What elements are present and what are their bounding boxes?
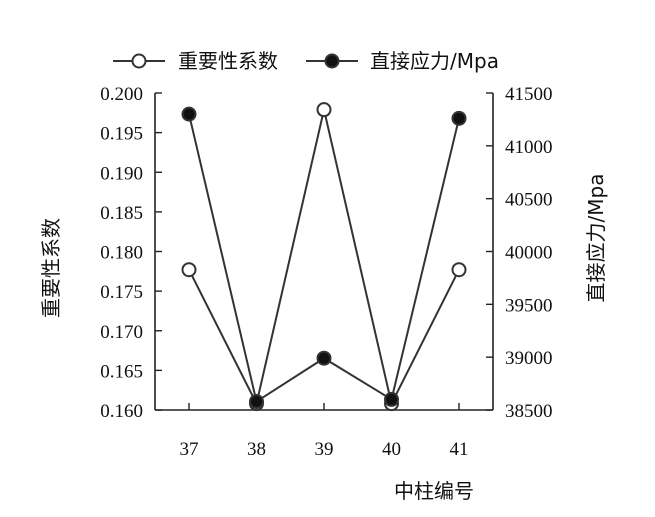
left-y-tick-label: 0.185 [100,203,143,224]
left-y-tick-label: 0.190 [100,163,143,184]
legend-marker-stress [324,53,340,69]
left-y-tick-label: 0.195 [100,124,143,145]
right-y-tick-label: 38500 [505,401,553,422]
right-y-tick-label: 40000 [505,243,553,264]
stress-point-40 [384,391,399,407]
right-y-tick-label: 41500 [505,84,553,105]
legend-marker-importance [131,53,147,69]
x-tick-label: 41 [450,439,469,460]
stress-point-41 [451,110,467,126]
legend-label-stress: 直接应力/Mpa [370,49,499,73]
legend-label-importance: 重要性系数 [178,49,278,73]
stress-point-39 [316,350,332,366]
importance-point-39 [316,102,332,118]
x-tick-label: 39 [315,439,334,460]
right-y-tick-label: 39000 [505,348,553,369]
importance-point-37 [181,262,197,278]
x-axis-title: 中柱编号 [394,479,474,503]
series-layer [181,102,467,412]
x-tick-label: 37 [180,439,199,460]
right-axis-title: 直接应力/Mpa [584,174,608,303]
x-tick-label: 38 [247,439,266,460]
stress-point-37 [181,106,197,122]
left-axis-title: 重要性系数 [39,218,63,318]
importance-point-41 [451,262,467,278]
right-y-tick-label: 41000 [505,137,553,158]
left-y-tick-label: 0.200 [100,84,143,105]
right-y-ticks: 41500 41000 40500 40000 39500 39000 38500 [486,84,553,422]
left-y-tick-label: 0.170 [100,322,143,343]
left-y-tick-label: 0.175 [100,282,143,303]
right-y-tick-label: 39500 [505,295,553,316]
left-y-ticks: 0.200 0.195 0.190 0.185 0.180 0.175 0.170 0.165… [100,84,162,422]
stress-point-38 [249,394,264,410]
right-y-tick-label: 40500 [505,190,553,211]
legend: 重要性系数 直接应力/Mpa [113,49,499,73]
left-y-tick-label: 0.180 [100,243,143,264]
left-y-tick-label: 0.160 [100,401,143,422]
x-tick-label: 40 [382,439,401,460]
left-y-tick-label: 0.165 [100,361,143,382]
x-ticks: 37 38 39 40 41 [180,403,469,460]
